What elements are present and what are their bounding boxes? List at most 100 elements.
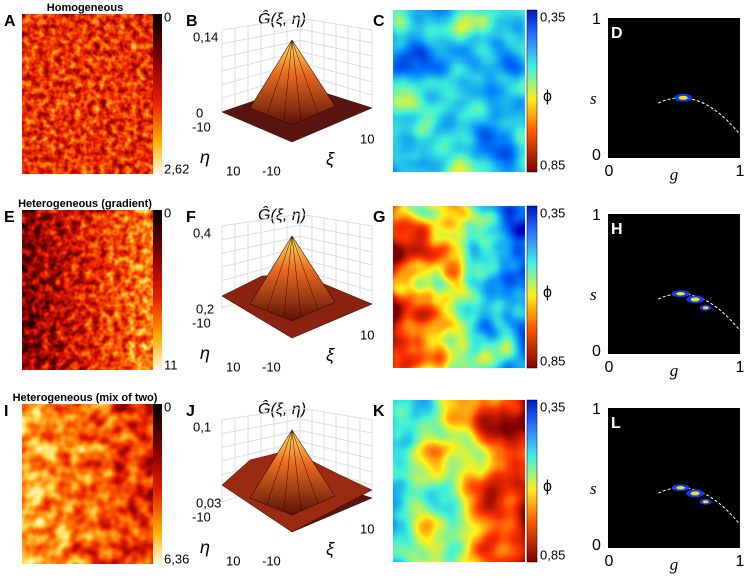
y-label: s <box>590 89 597 108</box>
texture-image <box>22 210 153 370</box>
eta-tick: -10 <box>192 315 211 330</box>
colorbar-tick: 0 <box>164 9 171 24</box>
y-tick: 1 <box>592 11 601 28</box>
y-label: s <box>590 479 597 498</box>
eta-tick: 10 <box>226 359 240 374</box>
sg-density-core <box>676 292 686 296</box>
surface-peak <box>249 429 336 516</box>
mesh-line <box>266 39 293 115</box>
xi-tick: 10 <box>360 327 374 342</box>
colorbar-tick: 0,85 <box>540 547 565 562</box>
colorbar <box>526 399 538 563</box>
mesh-line <box>291 39 302 121</box>
panel-letter: J <box>186 403 195 420</box>
xi-tick: -10 <box>262 163 281 178</box>
x-tick: 1 <box>736 553 745 570</box>
sg-density-core <box>690 491 700 496</box>
phi-field <box>393 206 525 368</box>
xi-label: ξ <box>326 539 335 559</box>
eta-label: η <box>200 537 210 557</box>
colorbar-tick: 6,36 <box>164 551 189 566</box>
colorbar-label: ϕ <box>543 478 552 495</box>
colorbar <box>153 14 162 174</box>
eta-label: η <box>200 343 210 363</box>
panel-letter: I <box>4 403 8 420</box>
mesh-line <box>283 235 293 317</box>
z-tick: 0,1 <box>193 419 211 434</box>
panel-letter: C <box>373 13 385 30</box>
x-label: g <box>670 165 679 184</box>
x-tick: 0 <box>605 553 614 570</box>
eta-tick: -10 <box>192 119 211 134</box>
panel-title: Homogeneous <box>47 2 123 14</box>
y-tick: 0 <box>592 147 601 164</box>
eta-tick: 10 <box>226 163 240 178</box>
eta-tick: -10 <box>192 509 211 524</box>
colorbar <box>153 404 162 564</box>
z-label: Ĝ(ξ, η) <box>258 205 306 224</box>
sg-density-core <box>690 297 700 302</box>
z-tick: 0,03 <box>196 495 221 510</box>
colorbar-tick: 2,62 <box>164 161 189 176</box>
xi-tick: -10 <box>262 553 281 568</box>
surface-peak <box>249 39 336 126</box>
panel-letter: D <box>611 25 623 42</box>
x-label: g <box>670 555 679 574</box>
colorbar <box>526 205 538 369</box>
z-label: Ĝ(ξ, η) <box>258 9 306 28</box>
mesh-line <box>291 39 319 115</box>
sg-density-core <box>702 500 709 504</box>
phi-field <box>393 400 525 562</box>
colorbar <box>526 9 538 173</box>
xi-tick: -10 <box>262 359 281 374</box>
eta-label: η <box>200 147 210 167</box>
y-tick: 1 <box>592 401 601 418</box>
colorbar-tick: 11 <box>164 357 178 372</box>
panel-title: Heterogeneous (mix of two) <box>13 392 158 404</box>
sg-background <box>608 408 740 548</box>
panel-letter: H <box>611 221 623 238</box>
y-tick: 1 <box>592 207 601 224</box>
panel-letter: A <box>4 13 16 30</box>
sg-background <box>608 214 740 354</box>
colorbar <box>153 210 162 370</box>
sg-density-core <box>678 95 688 100</box>
panel-letter: E <box>4 209 15 226</box>
panel-title: Heterogeneous (gradient) <box>18 198 152 210</box>
panel-letter: G <box>373 209 385 226</box>
z-tick: 0,14 <box>193 29 218 44</box>
colorbar-tick: 0,85 <box>540 353 565 368</box>
mesh-line <box>291 235 302 317</box>
z-tick: 0 <box>196 105 203 120</box>
panel-letter: F <box>186 209 196 226</box>
panel-letter: K <box>373 403 385 420</box>
colorbar-tick: 0,35 <box>540 399 565 414</box>
y-tick: 0 <box>592 537 601 554</box>
colorbar-tick: 0,35 <box>540 9 565 24</box>
mesh-line <box>291 429 319 505</box>
texture-image <box>22 404 153 564</box>
panel-letter: B <box>186 13 198 30</box>
z-label: Ĝ(ξ, η) <box>258 399 306 418</box>
eta-tick: 10 <box>226 553 240 568</box>
colorbar-tick: 0 <box>164 205 171 220</box>
xi-tick: 10 <box>360 521 374 536</box>
xi-tick: 10 <box>360 131 374 146</box>
x-tick: 0 <box>605 163 614 180</box>
mesh-line <box>266 235 293 311</box>
phi-field <box>393 10 525 172</box>
x-tick: 1 <box>736 163 745 180</box>
x-tick: 1 <box>736 359 745 376</box>
mesh-line <box>266 429 293 505</box>
colorbar-tick: 0,35 <box>540 205 565 220</box>
panel-letter: L <box>611 415 621 432</box>
colorbar-label: ϕ <box>543 88 552 105</box>
xi-label: ξ <box>326 345 335 365</box>
colorbar-tick: 0 <box>164 399 171 414</box>
mesh-line <box>283 39 293 121</box>
mesh-line <box>291 429 302 511</box>
x-label: g <box>670 361 679 380</box>
y-tick: 0 <box>592 343 601 360</box>
surface-peak <box>249 235 336 322</box>
